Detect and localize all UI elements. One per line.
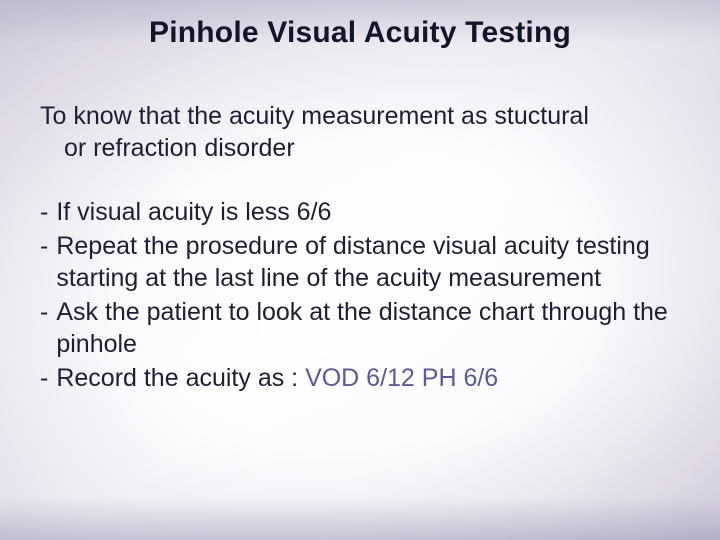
bullet-dash-icon: - (40, 230, 56, 294)
intro-line-2: or refraction disorder (40, 132, 680, 164)
bullet-text: If visual acuity is less 6/6 (56, 196, 678, 228)
bullet-text: Ask the patient to look at the distance … (56, 296, 678, 360)
bullet-list: - If visual acuity is less 6/6 - Repeat … (40, 196, 678, 396)
bullet-text: Repeat the prosedure of distance visual … (56, 230, 678, 294)
slide-title: Pinhole Visual Acuity Testing (0, 16, 720, 50)
bullet-item: - Repeat the prosedure of distance visua… (40, 230, 678, 294)
intro-text: To know that the acuity measurement as s… (40, 100, 680, 164)
bullet-dash-icon: - (40, 362, 56, 394)
record-value: VOD 6/12 PH 6/6 (305, 364, 498, 392)
bullet-dash-icon: - (40, 196, 56, 228)
bullet-item: - If visual acuity is less 6/6 (40, 196, 678, 228)
bullet-dash-icon: - (40, 296, 56, 360)
slide: Pinhole Visual Acuity Testing To know th… (0, 0, 720, 540)
bullet-text: Record the acuity as : VOD 6/12 PH 6/6 (56, 362, 678, 394)
bullet-item: - Record the acuity as : VOD 6/12 PH 6/6 (40, 362, 678, 394)
record-prefix: Record the acuity as : (56, 364, 305, 392)
bullet-item: - Ask the patient to look at the distanc… (40, 296, 678, 360)
intro-line-1: To know that the acuity measurement as s… (40, 100, 680, 132)
